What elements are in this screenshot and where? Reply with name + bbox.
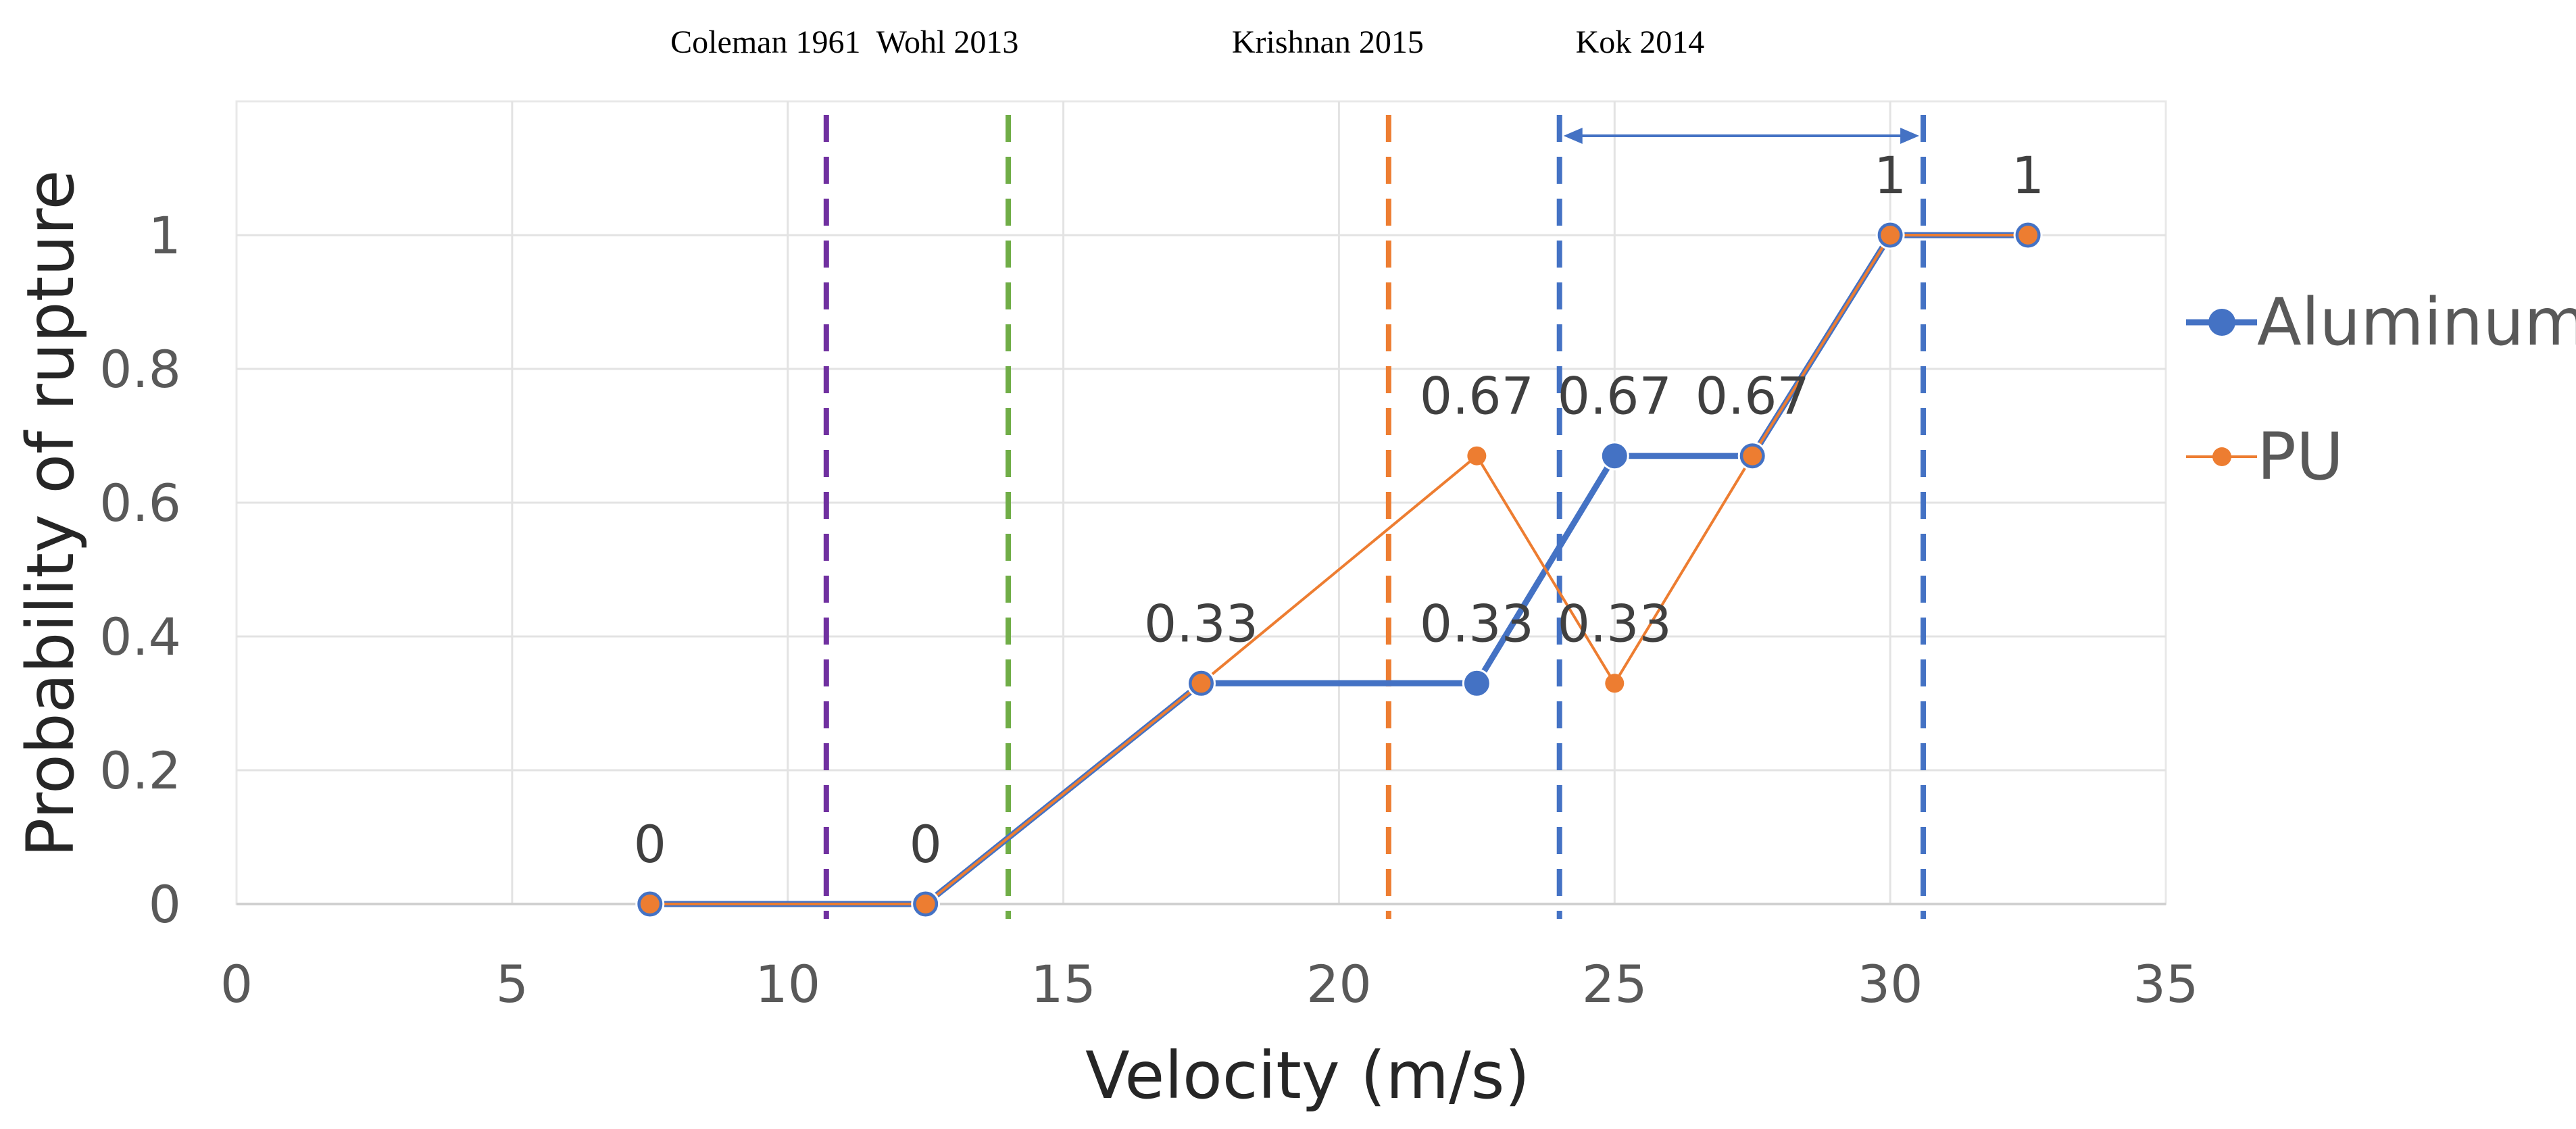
legend-label-aluminum: Aluminum [2257,284,2576,360]
data-label: 0.67 [1695,366,1810,426]
reference-line-label: Coleman 1961 [670,24,860,60]
x-tick-label: 15 [1031,954,1096,1014]
data-labels: 0 0 0.33 0.67 0.33 0.67 0.33 0.67 1 1 [634,145,2045,874]
x-tick-label: 25 [1582,954,1648,1014]
y-tick-label: 0.4 [99,607,181,667]
y-tick-label: 1 [149,205,181,266]
y-tick-label: 0.6 [99,473,181,533]
data-label: 1 [1874,145,1906,205]
data-point-pu [1743,446,1762,466]
data-label: 0 [634,814,666,874]
data-series [635,220,2043,919]
data-label: 0.67 [1558,366,1672,426]
data-point-pu [1881,226,1900,245]
y-tick-label: 0 [149,874,181,934]
legend: Aluminum PU [2186,284,2576,495]
grid-lines [235,100,2167,905]
x-tick-label: 10 [755,954,820,1014]
reference-line-label: Wohl 2013 [876,24,1019,60]
legend-item-pu: PU [2186,419,2344,495]
data-point-aluminum [1462,668,1491,698]
data-label: 1 [2012,145,2044,205]
reference-lines: Coleman 1961 Wohl 2013 Krishnan 2015 Kok 20… [670,24,1927,919]
legend-item-aluminum: Aluminum [2186,284,2576,360]
y-tick-label: 0.2 [99,741,181,801]
data-label: 0.67 [1420,366,1534,426]
data-point-pu [1467,446,1487,466]
data-label: 0.33 [1144,593,1258,653]
legend-label-pu: PU [2257,419,2344,495]
data-point-pu [640,895,660,913]
series-line-pu [649,234,2029,905]
data-point-aluminum [1600,441,1629,471]
data-point-pu [2018,226,2038,245]
data-label: 0 [909,814,941,874]
reference-line-label: Krishnan 2015 [1232,24,1424,60]
data-point-pu [1191,674,1211,693]
data-point-pu [1605,674,1625,693]
data-label: 0.33 [1420,593,1534,653]
y-tick-label: 0.8 [99,339,181,399]
x-tick-label: 5 [496,954,528,1014]
x-tick-label: 35 [2133,954,2199,1014]
data-point-pu [916,895,935,913]
range-arrow-head-right [1900,128,1920,144]
x-axis-title: Velocity (m/s) [1085,1038,1530,1113]
legend-marker-aluminum [2208,309,2235,336]
x-tick-label: 20 [1306,954,1372,1014]
legend-marker-pu [2212,447,2231,466]
range-arrow-head-left [1563,128,1583,144]
y-axis-title: Probability of rupture [13,170,89,857]
x-tick-label: 0 [220,954,253,1014]
x-tick-label: 30 [1858,954,1923,1014]
reference-line-label: Kok 2014 [1576,24,1705,60]
axis-ticks: 0 5 10 15 20 25 30 35 0 0.2 0.4 0.6 0.8 1 [99,205,2198,1014]
data-label: 0.33 [1558,593,1672,653]
